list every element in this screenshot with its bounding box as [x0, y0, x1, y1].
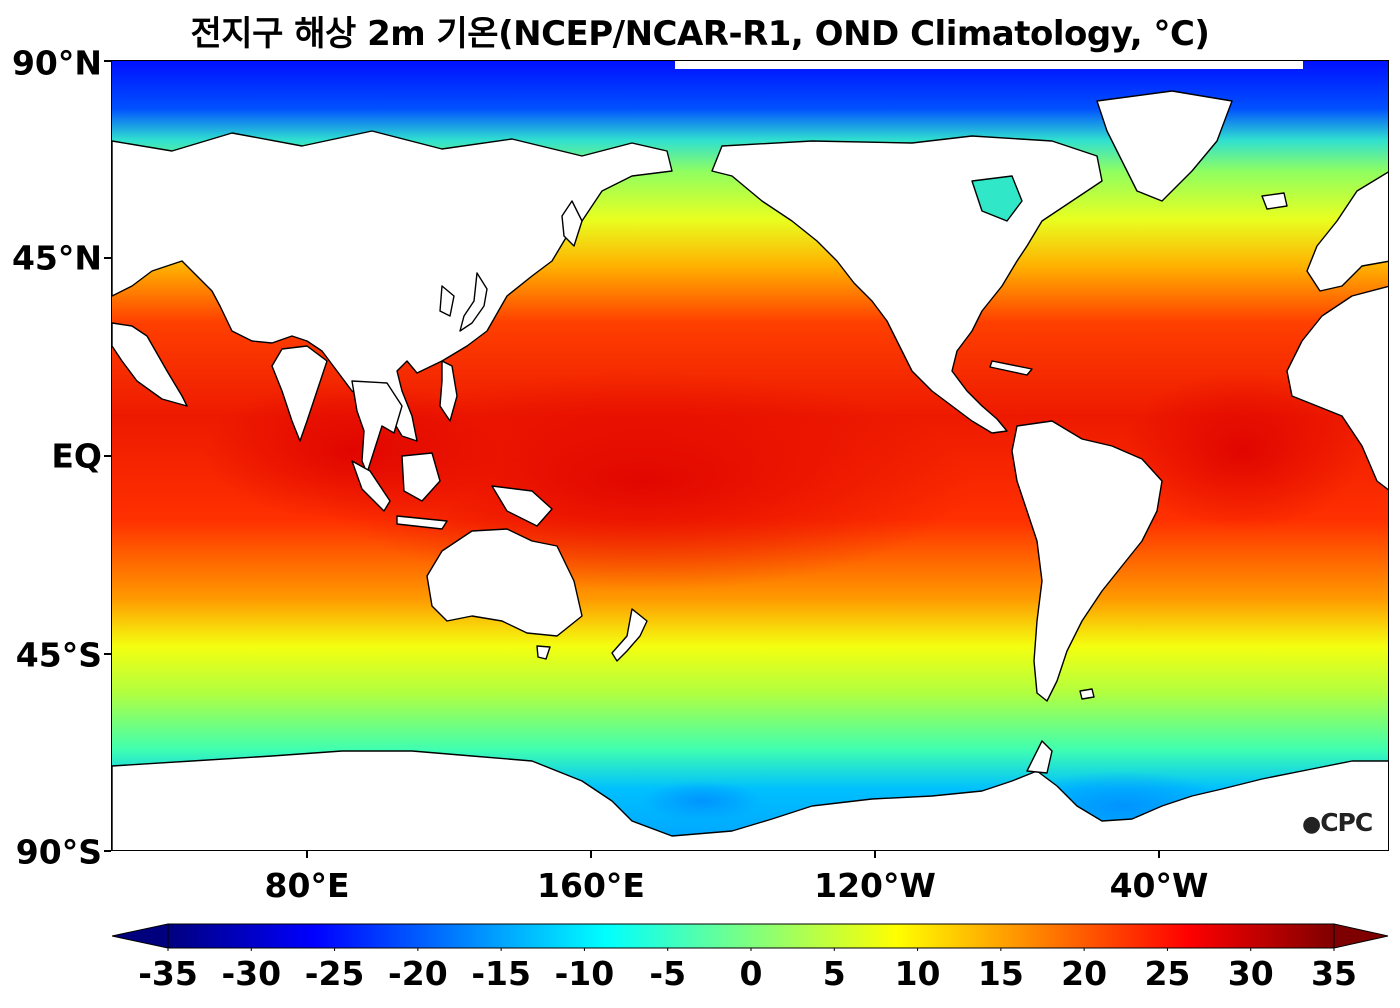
- antarctic-peninsula: [1026, 740, 1053, 774]
- colorbar-tick-label: -25: [304, 954, 365, 993]
- indian-subcontinent: [271, 345, 328, 442]
- lon-label-160e: 160°E: [537, 866, 645, 905]
- lon-label-40w: 40°W: [1109, 866, 1209, 905]
- iceland: [1261, 192, 1288, 210]
- lat-label-eq: EQ: [51, 436, 102, 476]
- polar-gap: [675, 61, 1303, 69]
- borneo: [401, 452, 441, 502]
- colorbar-extend-low: [112, 923, 169, 949]
- java: [396, 515, 448, 530]
- lat-tick-eq: [104, 455, 111, 457]
- colorbar-tick-label: 30: [1227, 954, 1274, 993]
- colorbar: [112, 923, 1389, 951]
- japan-islands: [459, 272, 488, 332]
- colorbar-tick-label: 0: [739, 954, 763, 993]
- lat-label-45s: 45°S: [15, 635, 102, 675]
- cpc-logo-mark: ●: [1302, 812, 1321, 837]
- colorbar-tick-label: 5: [822, 954, 846, 993]
- colorbar-tick-label: -5: [649, 954, 687, 993]
- colorbar-tick-label: 10: [894, 954, 941, 993]
- kamchatka-peninsula: [561, 200, 583, 247]
- philippines: [439, 360, 458, 422]
- map-title: 전지구 해상 2m 기온(NCEP/NCAR-R1, OND Climatolo…: [190, 14, 1210, 54]
- colorbar-tick-label: -35: [138, 954, 198, 993]
- falkland-islands: [1079, 688, 1095, 700]
- colorbar-tick-label: -30: [221, 954, 282, 993]
- hudson-bay: [971, 175, 1023, 222]
- cuba: [989, 360, 1033, 376]
- cpc-logo-text: CPC: [1320, 808, 1373, 837]
- cpc-logo: ●CPC: [1302, 808, 1373, 837]
- colorbar-tick-label: 20: [1061, 954, 1108, 993]
- lat-tick-45n: [104, 257, 111, 259]
- greenland: [1096, 90, 1233, 202]
- tasmania: [536, 645, 551, 660]
- europe-west: [1306, 171, 1388, 292]
- temperature-map: [112, 61, 1388, 850]
- new-zealand: [611, 608, 648, 662]
- lat-tick-45s: [104, 653, 111, 655]
- korean-peninsula: [439, 285, 455, 317]
- lat-label-45n: 45°N: [11, 238, 102, 278]
- lon-tick-120w: [874, 851, 876, 858]
- eurasia-landmass: [112, 130, 673, 442]
- lat-label-90n: 90°N: [11, 43, 102, 83]
- colorbar-tick-label: -10: [554, 954, 615, 993]
- africa-west: [1286, 285, 1388, 491]
- lon-label-120w: 120°W: [814, 866, 936, 905]
- lon-tick-40w: [1158, 851, 1160, 858]
- indochina-peninsula: [351, 380, 403, 474]
- atlantic-warm-area: [1122, 371, 1362, 531]
- ross-sea-cold-area: [642, 781, 762, 821]
- australia: [426, 528, 583, 637]
- lon-label-80e: 80°E: [264, 866, 350, 905]
- colorbar-extend-high: [1333, 923, 1389, 949]
- lat-label-90s: 90°S: [15, 832, 102, 872]
- arabian-peninsula: [112, 322, 188, 407]
- indian-ocean-warm-area: [202, 381, 502, 521]
- sumatra: [351, 460, 391, 512]
- colorbar-tick-label: 35: [1311, 954, 1357, 993]
- colorbar-ticks: [167, 948, 1335, 951]
- land-masses: [112, 90, 1388, 850]
- south-america: [1011, 420, 1163, 702]
- lat-tick-90s: [104, 850, 111, 852]
- lat-tick-90n: [104, 60, 111, 62]
- colorbar-tick-label: -15: [471, 954, 531, 993]
- map-panel: [111, 60, 1389, 851]
- new-guinea: [491, 485, 553, 527]
- lon-tick-160e: [590, 851, 592, 858]
- colorbar-tick-label: 15: [977, 954, 1024, 993]
- colorbar-tick-label: 25: [1144, 954, 1191, 993]
- colorbar-gradient: [167, 923, 1335, 949]
- lon-tick-80e: [306, 851, 308, 858]
- antarctica: [112, 750, 1388, 850]
- colorbar-tick-label: -20: [388, 954, 448, 993]
